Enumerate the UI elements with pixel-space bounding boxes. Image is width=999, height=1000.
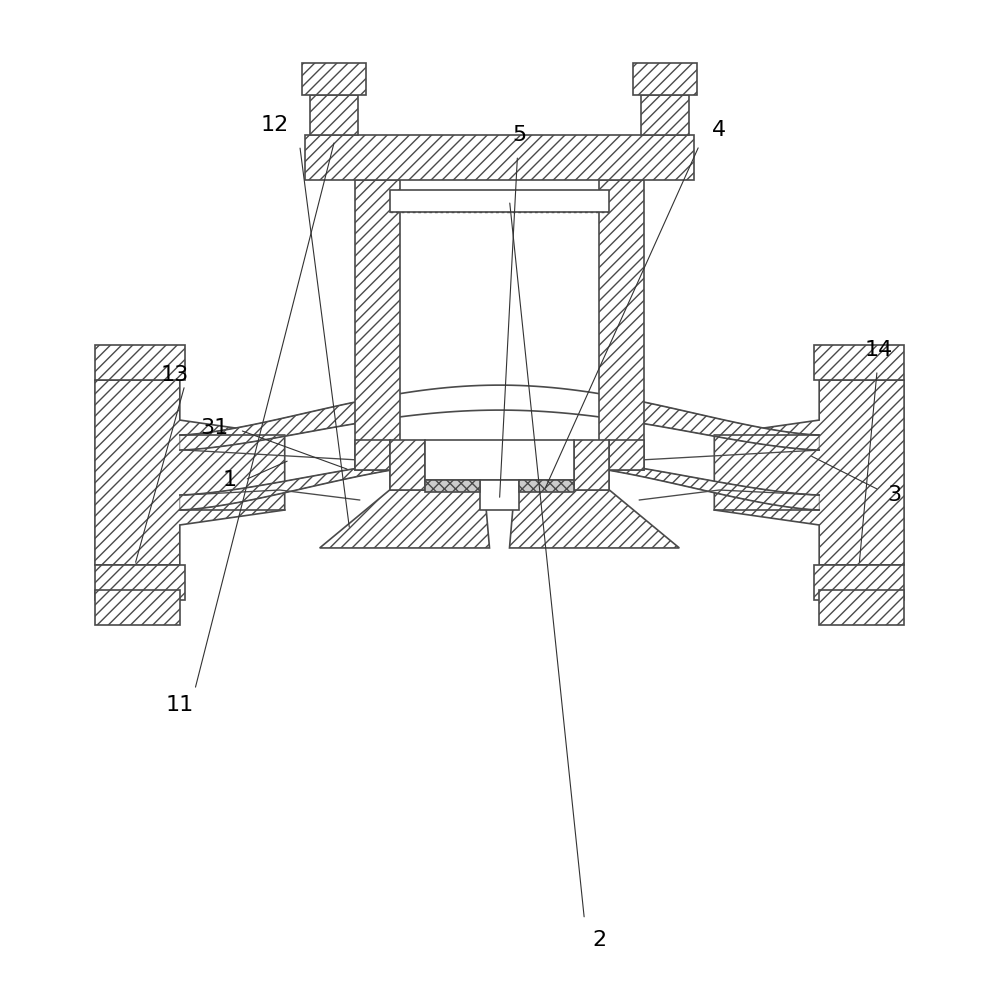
Polygon shape bbox=[714, 380, 904, 565]
Text: 11: 11 bbox=[166, 695, 194, 715]
Polygon shape bbox=[819, 590, 904, 625]
Text: 31: 31 bbox=[201, 418, 229, 438]
Polygon shape bbox=[480, 480, 519, 510]
Text: 14: 14 bbox=[865, 340, 893, 360]
Polygon shape bbox=[95, 380, 285, 565]
Polygon shape bbox=[95, 565, 185, 600]
Polygon shape bbox=[574, 440, 609, 490]
Text: 13: 13 bbox=[161, 365, 189, 385]
Polygon shape bbox=[599, 180, 644, 470]
Polygon shape bbox=[390, 190, 609, 212]
Text: 2: 2 bbox=[592, 930, 606, 950]
Polygon shape bbox=[633, 63, 697, 95]
Text: 5: 5 bbox=[512, 125, 526, 145]
Polygon shape bbox=[95, 590, 180, 625]
Polygon shape bbox=[400, 180, 599, 470]
Polygon shape bbox=[355, 440, 400, 490]
Text: 1: 1 bbox=[223, 470, 237, 490]
Polygon shape bbox=[180, 385, 819, 450]
Text: 4: 4 bbox=[712, 120, 726, 140]
Polygon shape bbox=[641, 95, 689, 135]
Polygon shape bbox=[509, 490, 679, 548]
Polygon shape bbox=[814, 345, 904, 380]
Polygon shape bbox=[599, 440, 644, 490]
Polygon shape bbox=[390, 440, 425, 490]
Polygon shape bbox=[814, 565, 904, 600]
Polygon shape bbox=[180, 455, 819, 510]
Polygon shape bbox=[355, 180, 400, 470]
Polygon shape bbox=[302, 63, 366, 95]
Polygon shape bbox=[519, 480, 574, 492]
Text: 12: 12 bbox=[261, 115, 289, 135]
Polygon shape bbox=[305, 135, 694, 180]
Polygon shape bbox=[320, 490, 490, 548]
Polygon shape bbox=[425, 480, 480, 492]
Polygon shape bbox=[425, 440, 574, 480]
Polygon shape bbox=[95, 345, 185, 380]
Text: 3: 3 bbox=[887, 485, 901, 505]
Polygon shape bbox=[310, 95, 358, 135]
